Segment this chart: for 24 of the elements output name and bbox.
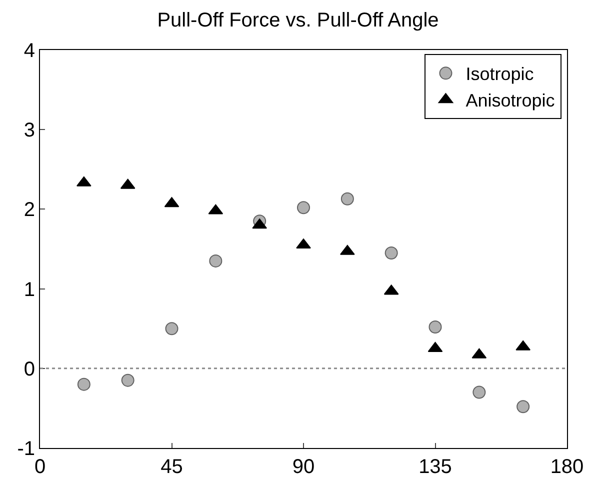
point: [121, 374, 134, 387]
point: [77, 378, 90, 391]
point: [209, 254, 222, 268]
point: [384, 246, 398, 260]
y-tick-label: 4: [24, 40, 35, 62]
legend-label: Anisotropic: [466, 90, 555, 111]
y-tick-label: 2: [24, 199, 35, 222]
legend-label: Isotropic: [466, 64, 534, 84]
y-tick-label: 3: [24, 120, 35, 142]
point: [165, 322, 178, 336]
point: [340, 192, 354, 206]
point: [297, 201, 310, 214]
point: [516, 400, 530, 414]
point: [428, 320, 442, 334]
y-tick-label: 1: [24, 278, 35, 301]
chart-title: Pull-Off Force vs. Pull-Off Angle: [157, 9, 439, 32]
x-tick-label: 180: [550, 456, 584, 478]
point: [296, 238, 311, 249]
y-tick-label: 0: [24, 358, 35, 380]
x-tick-label: 45: [160, 456, 183, 478]
y-tick-label: -1: [17, 438, 35, 460]
x-tick-label: 135: [418, 456, 452, 478]
x-tick-label: 90: [292, 456, 315, 478]
point: [472, 386, 486, 399]
